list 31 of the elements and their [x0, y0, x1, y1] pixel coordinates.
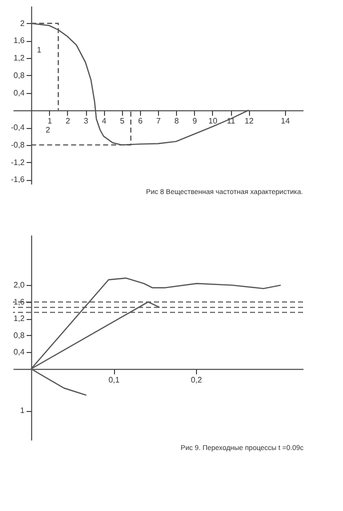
y-tick-label: 1,6	[14, 36, 26, 46]
y-tick-label: -1,6	[10, 175, 26, 184]
y-tick-label: 2	[20, 18, 26, 28]
x-tick-label: 5	[120, 116, 126, 126]
y-tick-label: 1,2	[14, 54, 26, 63]
x-tick-label: 9	[192, 116, 198, 126]
x-tick-label: 0,1	[108, 375, 120, 384]
x-tick-label: 14	[280, 116, 290, 126]
x-tick-label: 7	[156, 116, 162, 126]
x-tick-label: 0,2	[190, 375, 203, 384]
y-tick-label: 2,0	[14, 280, 26, 290]
x-tick-label: 10	[208, 116, 218, 126]
y-tick-label: 1,2	[14, 314, 26, 324]
y-tick-label: -0,8	[10, 140, 26, 150]
x-tick-label: 11	[226, 116, 236, 126]
annotation: 1	[36, 46, 42, 54]
x-tick-label: 6	[138, 116, 144, 126]
annotation: 2	[46, 126, 51, 135]
y-tick-label: 0,4	[14, 88, 26, 98]
y-tick-label: -0,4	[10, 123, 26, 132]
x-tick-label: 2	[66, 116, 71, 126]
x-tick-label: 12	[244, 116, 254, 126]
x-tick-label: 4	[102, 116, 107, 126]
x-tick-label: 8	[174, 116, 180, 126]
y-tick-label: 0,4	[14, 348, 26, 357]
x-tick-label: 1	[48, 116, 53, 126]
y-tick-label: 1	[20, 406, 26, 416]
y-tick-label: -1,2	[10, 158, 26, 167]
y-tick-label: 0,8	[14, 70, 26, 80]
x-tick-label: 3	[84, 116, 89, 126]
y-tick-label: 0,8	[14, 330, 26, 340]
